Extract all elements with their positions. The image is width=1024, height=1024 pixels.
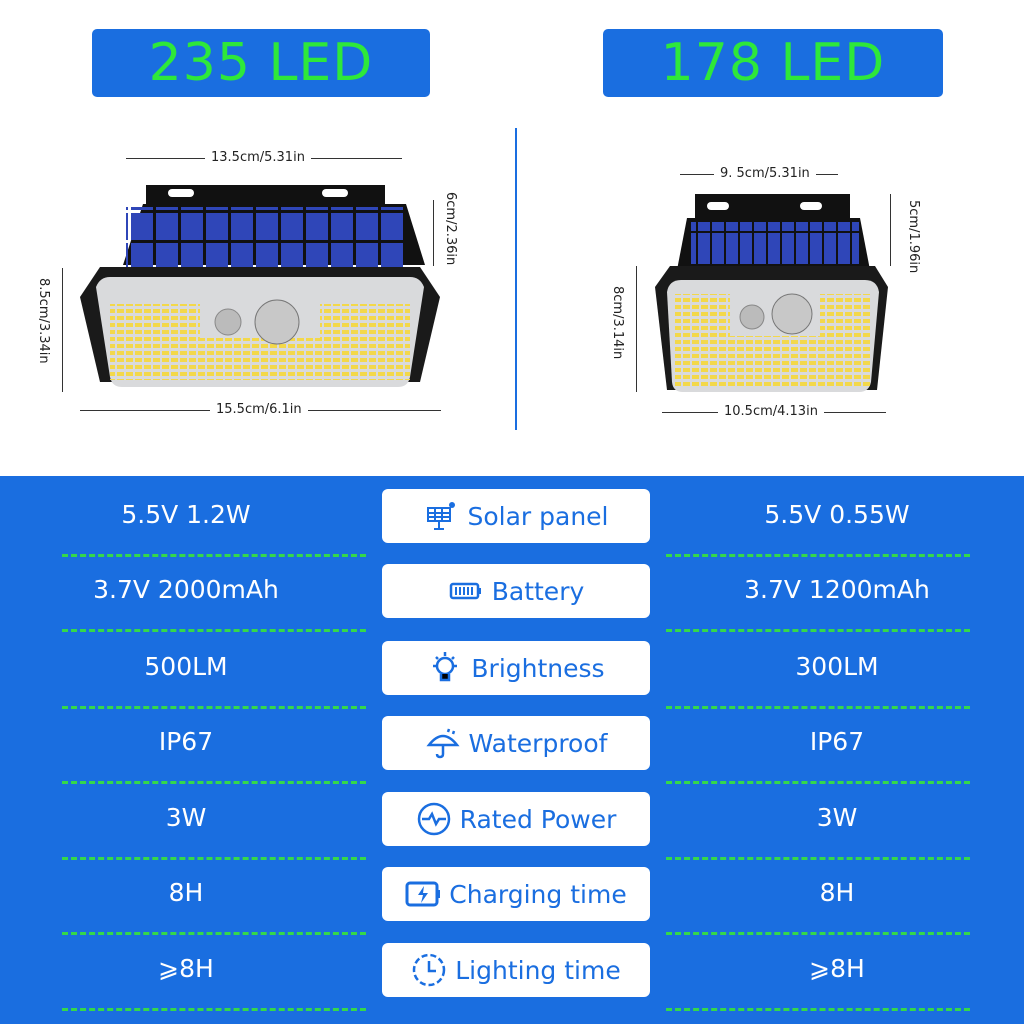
dashed-divider [666, 1008, 970, 1011]
spec-label: Lighting time [382, 943, 650, 997]
dim-top-1: 13.5cm/5.31in [205, 150, 311, 165]
spec-value-left: 5.5V 1.2W [121, 500, 251, 529]
umbrella-rain-icon [425, 728, 460, 759]
dim-height-2: 8cm/3.14in [610, 286, 625, 360]
dim-line [433, 200, 434, 266]
product-title-178: 178 LED [603, 29, 943, 97]
divider [515, 128, 517, 430]
spec-value-right: 8H [819, 878, 855, 907]
dim-bottom-1: 15.5cm/6.1in [210, 402, 308, 417]
spec-value-right: IP67 [809, 727, 865, 756]
solar-light-235-image [80, 185, 440, 387]
dashed-divider [62, 857, 366, 860]
spec-value-right: 300LM [795, 652, 879, 681]
spec-value-right: 3W [816, 803, 858, 832]
dashed-divider [62, 932, 366, 935]
dashed-divider [62, 629, 366, 632]
spec-label-text: Brightness [471, 653, 605, 683]
dim-top-2: 9. 5cm/5.31in [714, 166, 816, 181]
solar-light-178-image [655, 194, 888, 392]
dashed-divider [62, 706, 366, 709]
spec-label-text: Rated Power [459, 804, 617, 834]
spec-value-left: 3W [165, 803, 207, 832]
spec-label: Brightness [382, 641, 650, 695]
spec-value-right: 5.5V 0.55W [764, 500, 910, 529]
dashed-divider [62, 554, 366, 557]
dashed-divider [666, 629, 970, 632]
spec-value-left: 8H [168, 878, 204, 907]
dim-height-1: 8.5cm/3.34in [36, 278, 51, 364]
spec-value-right: ⩾8H [809, 954, 865, 983]
dashed-divider [666, 554, 970, 557]
dim-line [62, 268, 63, 392]
battery-charging-icon [405, 881, 441, 907]
product-title-235: 235 LED [92, 29, 430, 97]
dashed-divider [62, 1008, 366, 1011]
spec-label: Rated Power [382, 792, 650, 846]
solar-panel-icon [427, 502, 456, 530]
dashed-divider [666, 706, 970, 709]
battery-icon [449, 582, 481, 600]
spec-value-left: 500LM [144, 652, 228, 681]
spec-label-text: Lighting time [455, 955, 621, 985]
spec-label-text: Waterproof [468, 728, 608, 758]
spec-label: Battery [382, 564, 650, 618]
spec-label: Solar panel [382, 489, 650, 543]
spec-value-left: 3.7V 2000mAh [93, 575, 279, 604]
dim-panel-2: 5cm/1.96in [906, 200, 921, 274]
spec-label: Waterproof [382, 716, 650, 770]
light-bulb-icon [433, 652, 458, 682]
spec-value-right: 3.7V 1200mAh [744, 575, 930, 604]
dim-line [636, 266, 637, 392]
power-pulse-icon [417, 802, 450, 836]
dashed-divider [666, 781, 970, 784]
dim-line [890, 194, 891, 266]
dim-panel-1: 6cm/2.36in [443, 192, 458, 266]
dashed-divider [666, 857, 970, 860]
dashed-divider [666, 932, 970, 935]
dashed-divider [62, 781, 366, 784]
spec-value-left: ⩾8H [158, 954, 214, 983]
dim-bottom-2: 10.5cm/4.13in [718, 404, 824, 419]
spec-label-text: Battery [491, 576, 585, 606]
clock-icon [413, 953, 446, 987]
spec-label: Charging time [382, 867, 650, 921]
spec-value-left: IP67 [158, 727, 214, 756]
spec-label-text: Charging time [449, 879, 627, 909]
spec-label-text: Solar panel [467, 501, 609, 531]
